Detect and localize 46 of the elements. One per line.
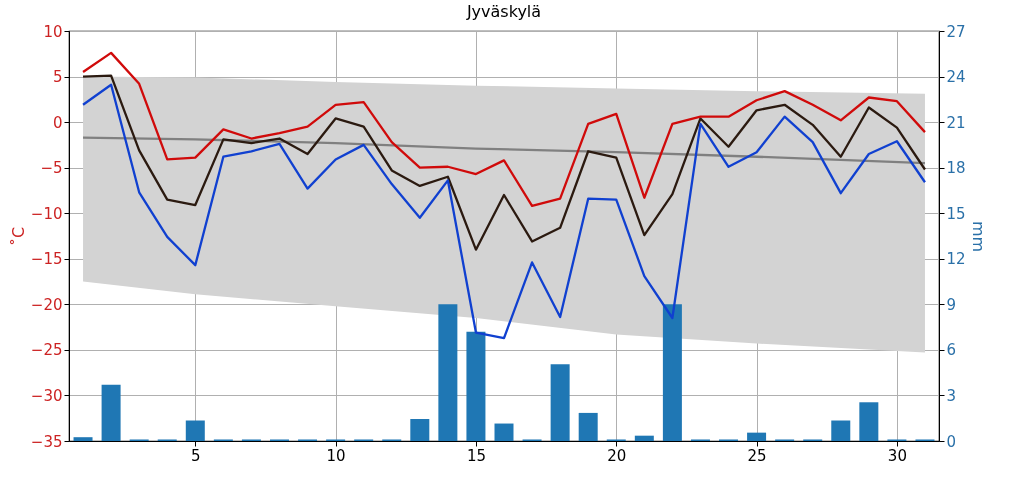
x-tick-label: 25	[747, 446, 767, 465]
y-tick-label: 0	[52, 113, 63, 132]
bar	[859, 402, 879, 441]
y2-tick-label: 27	[946, 22, 966, 41]
bar	[466, 331, 486, 441]
bar	[438, 304, 458, 441]
y2-tick-label: 21	[946, 113, 966, 132]
y-tick-label: −20	[30, 295, 63, 314]
y-tick-label: 5	[52, 68, 63, 87]
bar	[831, 420, 851, 441]
x-tick-label: 15	[466, 446, 486, 465]
x-tick-label: 5	[191, 446, 201, 465]
y2-tick-label: 3	[946, 386, 957, 405]
bar	[185, 420, 205, 441]
y-axis-title: ˚C	[8, 226, 28, 247]
line-series	[81, 74, 927, 251]
y2-tick-label: 15	[946, 204, 966, 223]
y-tick-label: −35	[30, 432, 63, 451]
line-series	[81, 136, 927, 165]
y2-tick-label: 24	[946, 68, 966, 87]
line-series	[81, 51, 927, 208]
y2-axis-title: mm	[968, 220, 988, 253]
bar	[101, 384, 121, 441]
x-tick-label: 30	[887, 446, 907, 465]
y2-tick-label: 6	[946, 341, 957, 360]
bar	[634, 435, 654, 441]
bar	[410, 418, 430, 441]
y-tick-label: −10	[30, 204, 63, 223]
bar	[578, 412, 598, 441]
y2-tick-label: 12	[946, 250, 966, 269]
y-tick-label: −30	[30, 386, 63, 405]
y2-tick-label: 0	[946, 432, 957, 451]
bar	[73, 437, 93, 441]
bar	[494, 423, 514, 441]
bar	[747, 432, 767, 441]
x-tick-label: 10	[326, 446, 346, 465]
y2-tick-label: 18	[946, 159, 966, 178]
y-tick-label: −25	[30, 341, 63, 360]
y-tick-label: −5	[40, 159, 63, 178]
y-tick-label: 10	[43, 22, 63, 41]
y2-tick-label: 9	[946, 295, 957, 314]
chart-title: Jyväskylä	[465, 2, 542, 21]
bar	[550, 364, 570, 441]
bar	[662, 304, 682, 441]
x-tick-label: 20	[607, 446, 627, 465]
y-tick-label: −15	[30, 250, 63, 269]
